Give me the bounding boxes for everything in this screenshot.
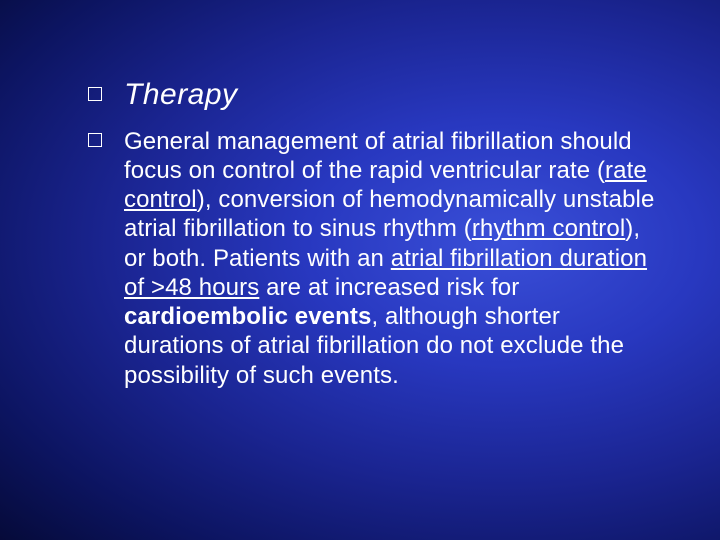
bullet-box-icon xyxy=(88,87,102,101)
body-seg-1: General management of atrial fibrillatio… xyxy=(124,128,632,184)
body-row: General management of atrial fibrillatio… xyxy=(88,127,660,390)
body-bold-cardioembolic: cardioembolic events xyxy=(124,303,371,330)
body-underline-rhythm-control: rhythm control xyxy=(472,215,625,242)
body-text: General management of atrial fibrillatio… xyxy=(124,127,660,390)
bullet-box-icon xyxy=(88,133,102,147)
body-seg-4: are at increased risk for xyxy=(259,274,519,301)
heading-text: Therapy xyxy=(124,78,238,113)
heading-row: Therapy xyxy=(88,78,660,113)
slide: Therapy General management of atrial fib… xyxy=(0,0,720,540)
